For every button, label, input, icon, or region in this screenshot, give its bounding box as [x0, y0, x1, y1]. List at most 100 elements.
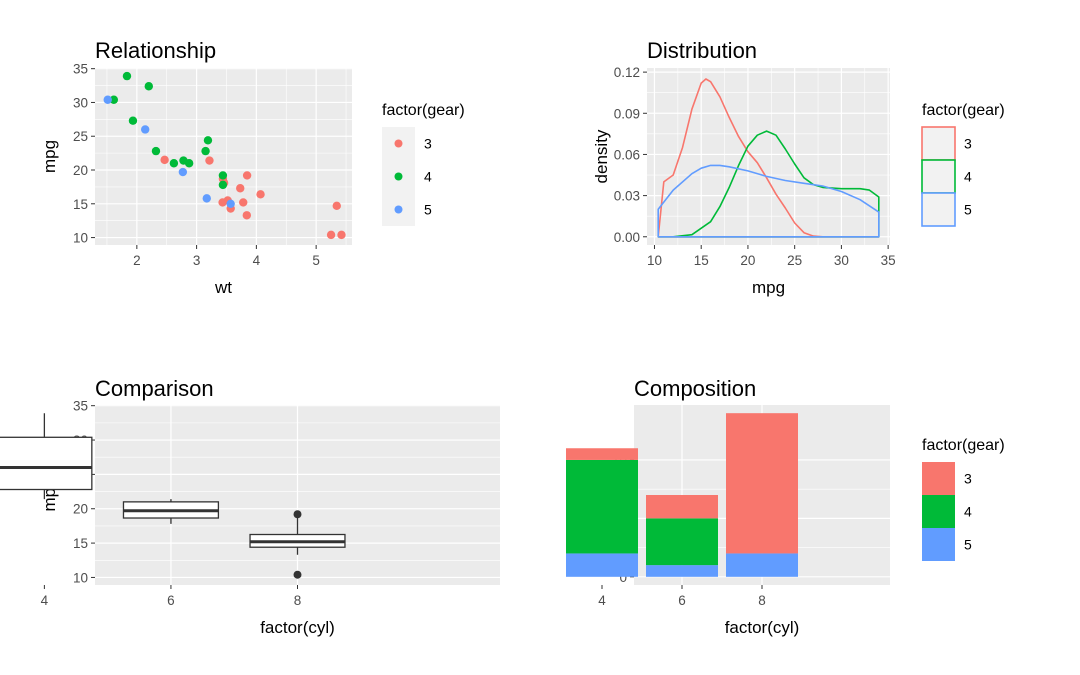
y-tick-label: 15	[73, 536, 88, 551]
x-tick-label: 6	[678, 593, 686, 608]
x-tick-label: 25	[787, 253, 802, 268]
data-point	[332, 201, 341, 211]
data-point	[337, 230, 346, 240]
distribution-chart: Distribution mpg density 0.00 0.03 0.06 0.09 0.…	[592, 38, 1005, 297]
data-point	[179, 156, 188, 165]
x-tick-label: 2	[133, 253, 141, 268]
legend-key	[921, 192, 956, 227]
x-tick-label: 20	[740, 253, 755, 268]
bar-segment	[646, 565, 718, 577]
box-body	[0, 436, 93, 491]
y-tick-label: 10	[73, 231, 88, 246]
data-point	[144, 82, 153, 91]
y-tick-label: 0.03	[614, 189, 640, 204]
chart-title: Distribution	[647, 38, 757, 63]
data-point	[242, 211, 252, 220]
data-point	[239, 198, 248, 207]
y-tick-label: 25	[73, 129, 88, 144]
legend-label: 5	[964, 202, 972, 218]
legend-point	[394, 205, 403, 214]
data-point	[141, 125, 150, 134]
x-tick-label: 6	[167, 593, 175, 608]
x-tick-label: 30	[834, 253, 849, 268]
data-point	[236, 184, 245, 193]
data-point	[128, 116, 138, 125]
x-tick-label: 4	[253, 253, 261, 268]
y-tick-label: 15	[73, 197, 88, 212]
legend-key	[922, 528, 955, 561]
legend-title: factor(gear)	[922, 102, 1005, 119]
data-point	[218, 171, 228, 180]
x-axis-title: factor(cyl)	[260, 618, 335, 637]
data-point	[169, 159, 179, 168]
y-tick-label: 0.09	[614, 106, 640, 121]
data-point	[103, 95, 112, 104]
data-point	[256, 190, 265, 199]
chart-title: Comparison	[95, 376, 214, 401]
x-axis-title: mpg	[752, 278, 785, 297]
x-tick-label: 5	[312, 253, 320, 268]
y-tick-label: 0	[619, 570, 627, 585]
legend-title: factor(gear)	[382, 102, 465, 119]
bar-segment	[646, 518, 718, 566]
density-curve	[657, 164, 880, 238]
x-axis-title: factor(cyl)	[725, 618, 800, 637]
outlier-point	[293, 510, 302, 519]
legend-label: 4	[424, 169, 432, 185]
data-point	[202, 194, 211, 203]
bar-segment	[726, 553, 798, 577]
bar-segment	[566, 448, 638, 460]
y-tick-label: 0.12	[614, 65, 640, 80]
data-point	[326, 230, 336, 240]
outlier-point	[293, 570, 302, 579]
y-tick-label: 30	[73, 95, 88, 110]
composition-chart: Compositionfactor(cyl)count0510468factor…	[566, 376, 1005, 637]
bar-segment	[726, 413, 798, 554]
plot-panel	[95, 68, 352, 245]
chart-title: Relationship	[95, 38, 216, 63]
data-point	[218, 198, 227, 207]
data-point	[122, 71, 132, 81]
x-tick-label: 3	[193, 253, 201, 268]
data-point	[242, 171, 252, 180]
legend-label: 4	[964, 169, 972, 185]
x-tick-label: 4	[41, 593, 49, 608]
x-tick-label: 8	[758, 593, 766, 608]
data-point	[205, 156, 214, 165]
legend-label: 3	[964, 471, 972, 487]
data-point	[218, 180, 228, 190]
plot-panel	[647, 68, 890, 245]
y-tick-label: 0.00	[614, 230, 640, 245]
x-tick-label: 15	[694, 253, 709, 268]
legend-label: 5	[424, 202, 432, 218]
x-tick-label: 35	[881, 253, 896, 268]
data-point	[201, 146, 210, 156]
x-tick-label: 4	[598, 593, 606, 608]
bar-segment	[646, 495, 718, 519]
data-point	[226, 199, 235, 208]
x-axis-title: wt	[214, 278, 232, 297]
legend-key	[921, 126, 956, 161]
y-axis-title: density	[592, 129, 611, 183]
data-point	[178, 167, 188, 177]
chart-title: Composition	[634, 376, 756, 401]
y-tick-label: 35	[73, 62, 88, 77]
x-tick-label: 8	[294, 593, 302, 608]
legend-title: factor(gear)	[922, 437, 1005, 454]
y-axis-title: mpg	[40, 140, 59, 173]
legend-key	[922, 495, 955, 528]
legend-label: 3	[964, 136, 972, 152]
legend-key	[922, 462, 955, 495]
y-tick-label: 35	[73, 399, 88, 414]
data-point	[151, 146, 161, 156]
legend-key	[921, 159, 956, 194]
legend-label: 3	[424, 136, 432, 152]
legend-point	[394, 139, 403, 148]
legend-point	[394, 172, 403, 181]
y-tick-label: 20	[73, 163, 88, 178]
bar-segment	[566, 553, 638, 577]
y-tick-label: 10	[73, 570, 88, 585]
data-point	[109, 95, 119, 104]
